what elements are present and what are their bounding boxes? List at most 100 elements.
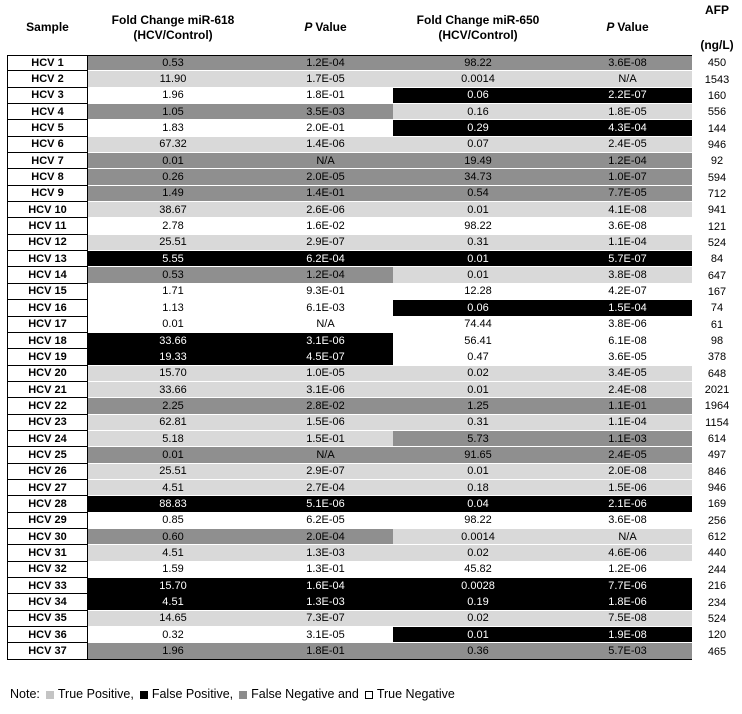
table-row: HCV 25 0.01 N/A 91.65 2.4E-05 497 <box>7 447 742 464</box>
fold-change-cell: 1.83 <box>88 120 258 137</box>
fold-change-cell: 33.66 <box>88 381 258 399</box>
p-value-cell: 1.4E-01 <box>258 185 393 203</box>
p-value-cell: 2.8E-02 <box>258 398 393 415</box>
p-value-cell: N/A <box>258 447 393 464</box>
p-value-cell: 6.1E-03 <box>258 300 393 317</box>
sample-cell: HCV 5 <box>7 120 88 137</box>
p-value-cell: 5.7E-07 <box>563 251 692 268</box>
afp-cell: 946 <box>692 136 742 154</box>
fold-change-cell: 4.51 <box>88 594 258 611</box>
sample-cell: HCV 26 <box>7 463 88 480</box>
fold-change-cell: 0.53 <box>88 55 258 72</box>
p-value-cell: 3.6E-08 <box>563 55 692 72</box>
p-value-cell: 4.1E-08 <box>563 202 692 219</box>
table-row: HCV 11 2.78 1.6E-02 98.22 3.6E-08 121 <box>7 218 742 235</box>
afp-cell: 244 <box>692 561 742 578</box>
fold-change-cell: 56.41 <box>393 332 563 350</box>
fold-change-cell: 0.06 <box>393 300 563 317</box>
fold-change-cell: 0.06 <box>393 87 563 105</box>
sample-cell: HCV 1 <box>7 55 88 72</box>
sample-cell: HCV 24 <box>7 430 88 448</box>
afp-cell: 614 <box>692 430 742 448</box>
table-row: HCV 16 1.13 6.1E-03 0.06 1.5E-04 74 <box>7 300 742 317</box>
p-value-cell: 7.7E-05 <box>563 185 692 203</box>
p-value-cell: 2.4E-05 <box>563 447 692 464</box>
p-value-cell: 1.2E-04 <box>258 55 393 72</box>
sample-cell: HCV 37 <box>7 643 88 660</box>
p-value-cell: 4.6E-06 <box>563 545 692 562</box>
p-value-cell: 1.0E-07 <box>563 169 692 186</box>
sample-cell: HCV 4 <box>7 104 88 121</box>
table-row: HCV 14 0.53 1.2E-04 0.01 3.8E-08 647 <box>7 267 742 284</box>
header-fc650-line2: (HCV/Control) <box>438 27 518 42</box>
afp-cell: 648 <box>692 365 742 382</box>
p-value-cell: 1.5E-04 <box>563 300 692 317</box>
afp-cell: 160 <box>692 87 742 105</box>
fold-change-cell: 34.73 <box>393 169 563 186</box>
legend-items: True Positive, False Positive, False Negat… <box>40 687 455 701</box>
p-value-cell: 2.4E-08 <box>563 381 692 399</box>
sample-cell: HCV 19 <box>7 349 88 366</box>
fold-change-cell: 1.71 <box>88 283 258 301</box>
p-value-cell: 3.1E-05 <box>258 627 393 644</box>
fold-change-cell: 1.96 <box>88 643 258 660</box>
fold-change-cell: 11.90 <box>88 71 258 88</box>
legend-label-tp: True Positive, <box>57 687 134 701</box>
afp-cell: 98 <box>692 332 742 350</box>
p-value-cell: 5.1E-06 <box>258 496 393 513</box>
p-value-cell: 1.8E-05 <box>563 104 692 121</box>
sample-cell: HCV 9 <box>7 185 88 203</box>
afp-cell: 941 <box>692 202 742 219</box>
fold-change-cell: 91.65 <box>393 447 563 464</box>
table-row: HCV 34 4.51 1.3E-03 0.19 1.8E-06 234 <box>7 594 742 611</box>
p-value-cell: 3.8E-06 <box>563 316 692 333</box>
afp-cell: 712 <box>692 185 742 203</box>
table-row: HCV 37 1.96 1.8E-01 0.36 5.7E-03 465 <box>7 643 742 660</box>
sample-cell: HCV 14 <box>7 267 88 284</box>
afp-cell: 144 <box>692 120 742 137</box>
fold-change-cell: 0.16 <box>393 104 563 121</box>
header-sample-label: Sample <box>26 20 69 34</box>
fold-change-cell: 4.51 <box>88 479 258 497</box>
p-value-cell: 3.6E-05 <box>563 349 692 366</box>
table-row: HCV 3 1.96 1.8E-01 0.06 2.2E-07 160 <box>7 87 742 105</box>
table-row: HCV 26 25.51 2.9E-07 0.01 2.0E-08 846 <box>7 463 742 480</box>
legend-label-tn: True Negative <box>376 687 455 701</box>
sample-cell: HCV 20 <box>7 365 88 382</box>
afp-cell: 167 <box>692 283 742 301</box>
afp-cell: 450 <box>692 55 742 72</box>
p-value-cell: 1.8E-01 <box>258 87 393 105</box>
fold-change-cell: 45.82 <box>393 561 563 578</box>
afp-cell: 216 <box>692 578 742 595</box>
table-row: HCV 1 0.53 1.2E-04 98.22 3.6E-08 450 <box>7 55 742 72</box>
sample-cell: HCV 35 <box>7 610 88 628</box>
p-value-cell: 4.3E-04 <box>563 120 692 137</box>
table-row: HCV 27 4.51 2.7E-04 0.18 1.5E-06 946 <box>7 479 742 497</box>
legend-note: Note: True Positive, False Positive, False … <box>10 687 455 701</box>
afp-cell: 121 <box>692 218 742 235</box>
afp-cell: 612 <box>692 528 742 546</box>
p-value-cell: 3.6E-08 <box>563 512 692 529</box>
p-value-cell: 1.3E-03 <box>258 545 393 562</box>
fold-change-cell: 19.33 <box>88 349 258 366</box>
sample-cell: HCV 21 <box>7 381 88 399</box>
header-fc650-line1: Fold Change miR-650 <box>416 12 540 27</box>
sample-cell: HCV 11 <box>7 218 88 235</box>
fold-change-cell: 0.19 <box>393 594 563 611</box>
afp-cell: 84 <box>692 251 742 268</box>
table-row: HCV 28 88.83 5.1E-06 0.04 2.1E-06 169 <box>7 496 742 513</box>
p-value-cell: 1.5E-01 <box>258 430 393 448</box>
p-value-cell: 1.6E-04 <box>258 578 393 595</box>
sample-cell: HCV 31 <box>7 545 88 562</box>
sample-cell: HCV 7 <box>7 153 88 170</box>
sample-cell: HCV 28 <box>7 496 88 513</box>
fold-change-cell: 0.01 <box>393 251 563 268</box>
fold-change-cell: 1.05 <box>88 104 258 121</box>
fold-change-cell: 0.01 <box>393 463 563 480</box>
fold-change-cell: 4.51 <box>88 545 258 562</box>
fold-change-cell: 12.28 <box>393 283 563 301</box>
legend-square-fp <box>139 690 148 699</box>
p-value-cell: 1.3E-01 <box>258 561 393 578</box>
fold-change-cell: 0.02 <box>393 610 563 628</box>
fold-change-cell: 1.49 <box>88 185 258 203</box>
